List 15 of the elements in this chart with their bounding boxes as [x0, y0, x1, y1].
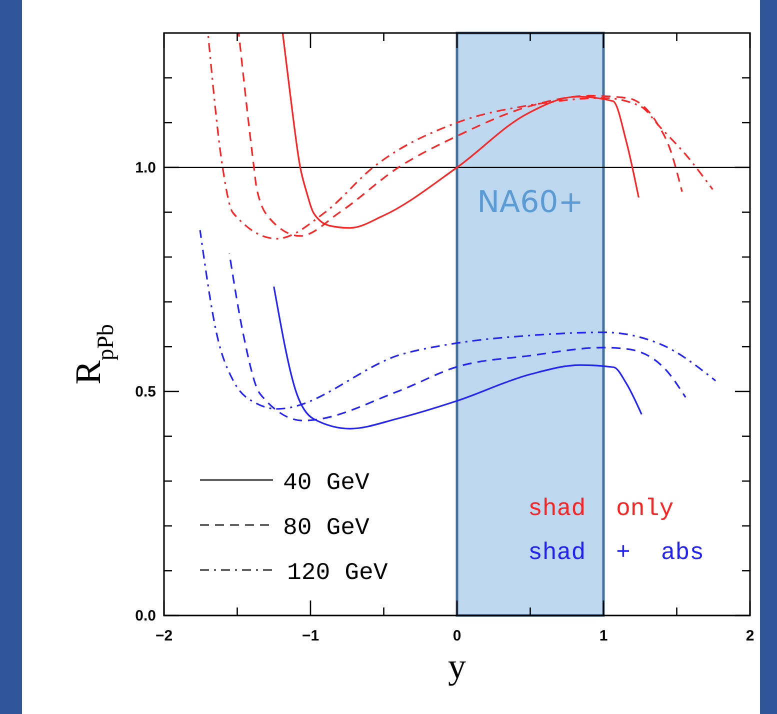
- y-tick-label: 0.0: [135, 608, 156, 624]
- x-tick-label: 1: [599, 628, 608, 644]
- x-axis-title: y: [448, 646, 466, 686]
- annotation: 120 GeV: [287, 560, 388, 587]
- y-tick-label: 0.5: [135, 383, 156, 400]
- annotation: 80 GeV: [283, 515, 370, 542]
- x-tick-label: 2: [746, 628, 754, 644]
- annotation: shad + abs: [528, 540, 704, 567]
- annotation: 40 GeV: [283, 470, 370, 497]
- x-tick-label: −2: [155, 628, 173, 644]
- x-tick-label: −1: [302, 628, 320, 644]
- x-tick-label: 0: [452, 628, 462, 644]
- band-label: NA60+: [477, 185, 584, 220]
- annotation: shad only: [528, 496, 674, 523]
- y-tick-label: 1.0: [135, 159, 156, 176]
